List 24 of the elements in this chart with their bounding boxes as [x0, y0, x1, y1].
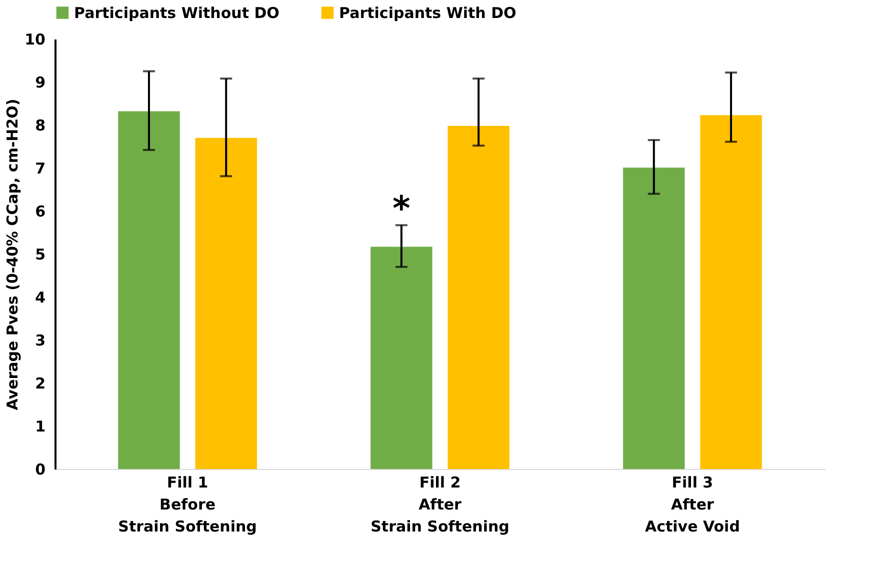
bar — [700, 115, 762, 469]
annotation: * — [392, 189, 411, 230]
x-tick-label: Fill 1 Before Strain Softening — [118, 474, 257, 536]
bar — [370, 246, 432, 469]
y-axis-title: Average Pves (0-40% CCap, cm-H2O) — [4, 98, 22, 410]
y-tick-label: 6 — [35, 202, 46, 220]
y-tick-label: 4 — [35, 288, 46, 306]
y-tick-label: 2 — [35, 374, 46, 392]
y-tick-label: 5 — [35, 246, 46, 264]
x-tick-label: Fill 3 After Active Void — [644, 474, 740, 536]
y-tick-label: 1 — [35, 418, 46, 436]
y-tick-label: 9 — [35, 74, 46, 92]
legend-label: Participants Without DO — [74, 4, 280, 22]
x-tick-label: Fill 2 After Strain Softening — [370, 474, 510, 536]
y-tick-label: 10 — [24, 30, 46, 48]
y-tick-label: 3 — [35, 332, 46, 350]
y-tick-label: 0 — [35, 460, 46, 478]
bar — [448, 126, 510, 469]
y-tick-label: 7 — [35, 160, 46, 178]
bar — [623, 168, 685, 469]
y-tick-label: 8 — [35, 116, 46, 134]
legend-label: Participants With DO — [339, 4, 516, 22]
bar — [195, 138, 257, 469]
bar — [118, 111, 180, 469]
